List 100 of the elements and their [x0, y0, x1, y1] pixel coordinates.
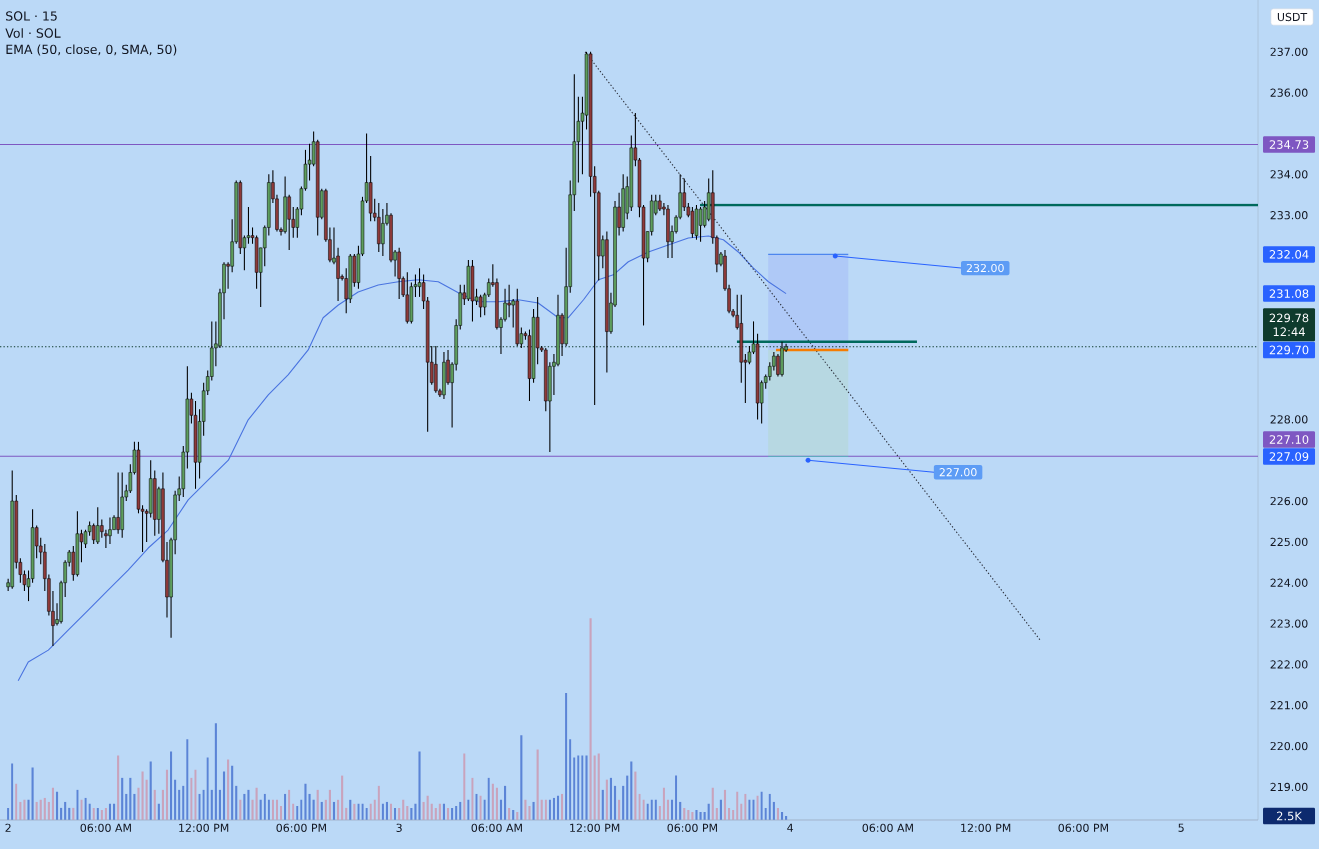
y-tick-label: 237.00 — [1270, 47, 1308, 56]
y-tick-label: 229.70 — [1269, 345, 1309, 355]
bar — [609, 777, 613, 820]
x-tick-label: 12:00 PM — [961, 823, 1011, 833]
y-tick-label: 219.00 — [1270, 782, 1308, 792]
candlestick — [287, 194, 291, 251]
bar — [51, 787, 55, 820]
bar — [597, 753, 600, 820]
bar — [214, 723, 217, 820]
bar — [235, 785, 238, 820]
y-tick-label: 227.09 — [1269, 452, 1309, 461]
bar — [626, 775, 629, 820]
bar — [503, 785, 507, 820]
bar — [153, 789, 156, 820]
y-tick-label: 234.00 — [1270, 170, 1308, 179]
x-tick-label: 06:00 PM — [1058, 823, 1108, 833]
y-axis-title: USDT — [1277, 12, 1308, 22]
bar — [589, 618, 592, 820]
bar — [573, 757, 576, 820]
bar — [569, 739, 572, 820]
bar — [161, 789, 164, 820]
bar — [222, 771, 226, 820]
x-tick-label: 06:00 AM — [80, 823, 131, 833]
bar — [15, 783, 18, 820]
bar — [227, 759, 230, 820]
bar — [377, 785, 380, 820]
x-tick-label: 4 — [787, 823, 794, 832]
bar — [593, 755, 596, 820]
x-tick-label: 2 — [5, 823, 11, 832]
x-tick-label: 06:00 AM — [862, 823, 913, 833]
bar — [699, 811, 702, 820]
ref-line-label: 227.10 — [1269, 435, 1309, 444]
bar — [675, 775, 678, 820]
bar — [170, 751, 173, 820]
x-tick-label: 06:00 PM — [667, 823, 717, 833]
candlestick — [417, 267, 422, 298]
bar — [31, 767, 34, 820]
bar — [581, 755, 584, 820]
y-tick-label: 236.00 — [1270, 88, 1308, 97]
y-tick-label: 233.00 — [1270, 211, 1308, 220]
bar — [255, 787, 258, 820]
bar — [218, 789, 221, 820]
bar — [210, 789, 213, 820]
candlestick — [96, 506, 100, 545]
bar — [247, 789, 250, 820]
candlestick — [116, 471, 120, 535]
candlestick — [698, 206, 703, 243]
ref-line-label: 229.78 — [1269, 313, 1309, 323]
bar — [601, 789, 604, 820]
bar — [565, 692, 568, 820]
bar — [341, 775, 344, 820]
bar — [418, 751, 421, 820]
bar — [585, 755, 588, 820]
y-tick-label: 223.00 — [1270, 619, 1308, 628]
bar — [528, 805, 531, 820]
y-tick-label: 221.00 — [1270, 701, 1308, 710]
y-tick-label: 225.00 — [1270, 537, 1308, 547]
bar — [536, 749, 539, 820]
bar — [117, 755, 120, 820]
bar — [622, 785, 625, 820]
annotation: EMA (50, close, 0, SMA, 50) — [6, 44, 177, 56]
bar — [174, 779, 177, 820]
x-tick-label: 06:00 AM — [471, 823, 522, 833]
bar — [55, 791, 59, 820]
annotation: 227.00 — [939, 468, 977, 477]
y-tick-label: 222.00 — [1270, 660, 1308, 669]
text: SOL · 15 — [6, 11, 57, 21]
x-tick-label: 12:00 PM — [179, 823, 229, 833]
candlestick — [507, 284, 511, 318]
bar — [491, 783, 494, 820]
x-tick-label: 06:00 PM — [276, 823, 326, 833]
bar — [556, 795, 560, 820]
bar — [141, 771, 144, 820]
bar — [695, 809, 698, 820]
annotation: 232.00 — [966, 263, 1004, 273]
x-tick-label: 3 — [396, 823, 402, 833]
bar — [634, 771, 637, 820]
text: 12:44 — [1273, 327, 1305, 336]
bar — [328, 789, 331, 820]
bar — [316, 789, 319, 820]
bar — [426, 795, 429, 820]
bar — [231, 765, 234, 820]
bar — [630, 761, 633, 820]
text: Vol · SOL — [5, 28, 61, 38]
bar — [11, 763, 14, 820]
y-tick-label: 226.00 — [1270, 496, 1308, 506]
candlestick — [104, 529, 108, 549]
bar — [27, 799, 30, 820]
bar — [129, 777, 132, 820]
bar — [495, 787, 498, 820]
candlestick — [108, 516, 112, 545]
bar — [613, 785, 617, 820]
bar — [723, 789, 727, 820]
bar — [145, 779, 148, 820]
x-tick-label: 12:00 PM — [570, 823, 620, 833]
text: 2.5K — [1276, 811, 1303, 821]
bar — [165, 769, 169, 820]
y-tick-label: 228.00 — [1270, 415, 1308, 424]
bar — [662, 787, 665, 820]
bar — [711, 787, 714, 820]
